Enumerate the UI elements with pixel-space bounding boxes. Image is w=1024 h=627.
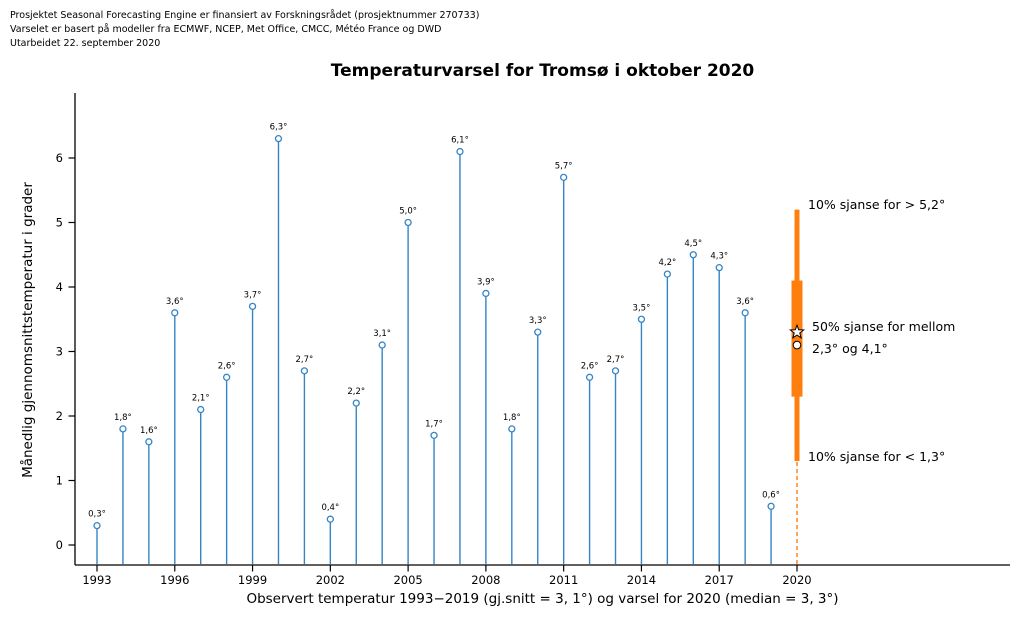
stem-marker: [689, 251, 697, 259]
stem-value-label: 2,1°: [192, 394, 210, 404]
stem-value-label: 2,6°: [218, 361, 236, 371]
stem-marker: [508, 425, 516, 433]
x-tick-label: 2002: [316, 573, 345, 587]
stem-value-label: 0,6°: [762, 490, 780, 500]
stem-value-label: 0,3°: [88, 510, 106, 520]
stem-value-label: 5,0°: [399, 207, 417, 217]
stem-marker: [585, 373, 594, 381]
annotation-lower-decile: 10% sjanse for < 1,3°: [808, 449, 946, 464]
stem-marker: [145, 438, 153, 446]
chart-title: Temperaturvarsel for Tromsø i oktober 20…: [330, 61, 755, 81]
stem-marker: [197, 405, 205, 414]
y-tick-label: 2: [56, 409, 63, 423]
forecast-50pct-bar: [791, 280, 803, 397]
y-tick-label: 1: [56, 474, 63, 488]
stem-marker: [430, 431, 438, 440]
stem-marker: [560, 173, 568, 182]
stem-marker: [300, 367, 309, 375]
forecast-median-star: [788, 323, 806, 339]
y-tick-label: 0: [56, 538, 63, 552]
x-tick-label: 1999: [238, 573, 267, 587]
stem-marker: [767, 502, 775, 510]
x-tick-label: 2014: [627, 573, 656, 587]
stem-marker: [456, 147, 464, 156]
stem-value-label: 6,3°: [270, 123, 288, 133]
stem-value-label: 3,6°: [736, 297, 754, 307]
stem-marker: [326, 515, 334, 523]
stem-marker: [378, 341, 386, 349]
annotation-interquartile-line1: 50% sjanse for mellom: [812, 319, 956, 334]
stem-value-label: 0,4°: [321, 503, 339, 513]
stem-marker: [663, 270, 672, 278]
stem-value-label: 4,3°: [710, 252, 728, 262]
annotation-interquartile-line2: 2,3° og 4,1°: [812, 341, 888, 356]
stem-value-label: 3,6°: [166, 297, 184, 307]
stem-marker: [715, 263, 723, 272]
stem-value-label: 1,6°: [140, 426, 158, 436]
x-axis-label: Observert temperatur 1993−2019 (gj.snitt…: [246, 591, 839, 607]
stem-value-label: 3,5°: [633, 303, 651, 313]
stem-marker: [119, 425, 127, 433]
stem-value-label: 3,3°: [529, 316, 547, 326]
x-tick-label: 2017: [705, 573, 734, 587]
stem-value-label: 3,1°: [373, 329, 391, 339]
stem-value-label: 1,8°: [114, 413, 132, 423]
stem-marker: [248, 302, 257, 311]
stem-marker: [741, 309, 749, 317]
stem-value-label: 4,2°: [658, 258, 676, 268]
annotation-interquartile: 50% sjanse for mellom 2,3° og 4,1°: [812, 316, 955, 360]
stem-value-label: 3,9°: [477, 277, 495, 287]
stem-marker: [637, 315, 646, 323]
x-tick-label: 1996: [160, 573, 189, 587]
x-tick-label: 2020: [782, 573, 811, 587]
stem-marker: [171, 309, 179, 317]
y-tick-label: 6: [56, 151, 63, 165]
stem-value-label: 4,5°: [684, 239, 702, 249]
x-tick-label: 2011: [549, 573, 578, 587]
annotation-upper-decile: 10% sjanse for > 5,2°: [808, 197, 946, 212]
stem-value-label: 1,8°: [503, 413, 521, 423]
stem-marker: [482, 289, 490, 298]
stem-marker: [274, 134, 283, 143]
y-tick-label: 4: [56, 280, 63, 294]
stem-value-label: 1,7°: [425, 419, 443, 429]
stem-marker: [352, 399, 360, 407]
forecast-mean-circle: [792, 340, 802, 350]
stem-value-label: 5,7°: [555, 161, 573, 171]
stem-value-label: 2,7°: [607, 355, 625, 365]
y-tick-label: 5: [56, 216, 63, 230]
stem-marker: [93, 522, 101, 530]
stem-value-label: 2,6°: [581, 361, 599, 371]
y-tick-label: 3: [56, 345, 63, 359]
x-tick-label: 1993: [82, 573, 111, 587]
source-note-funding: Prosjektet Seasonal Forecasting Engine e…: [10, 10, 480, 21]
x-tick-label: 2005: [393, 573, 422, 587]
stem-value-label: 2,7°: [296, 355, 314, 365]
stem-value-label: 6,1°: [451, 136, 469, 146]
stem-value-label: 2,2°: [347, 387, 365, 397]
stem-marker: [534, 328, 542, 336]
source-note-models: Varselet er basert på modeller fra ECMWF…: [10, 24, 442, 35]
stem-marker: [611, 367, 620, 375]
x-tick-label: 2008: [471, 573, 500, 587]
stem-marker: [222, 373, 231, 381]
stem-marker: [404, 218, 412, 227]
stem-value-label: 3,7°: [244, 290, 262, 300]
source-note-date: Utarbeidet 22. september 2020: [10, 38, 161, 49]
